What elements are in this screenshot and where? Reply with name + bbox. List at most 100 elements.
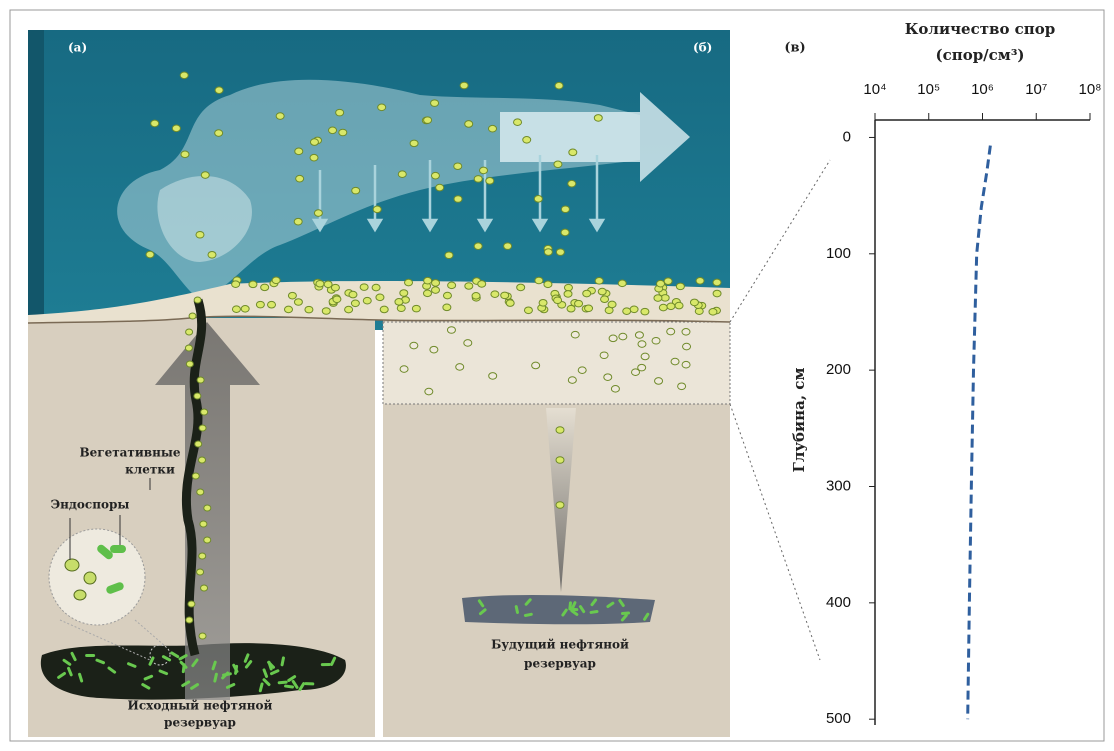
- spore: [180, 72, 188, 79]
- spore: [186, 617, 193, 623]
- spore: [296, 175, 304, 182]
- spore: [664, 278, 672, 285]
- spore: [305, 306, 313, 313]
- y-tick-label: 0: [843, 128, 851, 145]
- spore: [372, 284, 380, 291]
- spore: [316, 280, 324, 287]
- spore: [310, 139, 318, 146]
- spore: [460, 82, 468, 89]
- spore: [690, 299, 698, 306]
- spore: [201, 585, 208, 591]
- zoom-circle: [49, 529, 145, 625]
- spore: [294, 299, 302, 306]
- spore: [339, 129, 347, 136]
- spore: [199, 633, 206, 639]
- spore: [568, 180, 576, 187]
- spore: [667, 328, 675, 335]
- spore: [196, 231, 204, 238]
- spore: [556, 457, 564, 464]
- spore: [197, 569, 204, 575]
- spore: [456, 364, 464, 371]
- spore: [585, 305, 593, 312]
- spore: [431, 172, 439, 179]
- spore: [561, 206, 569, 213]
- spore: [349, 291, 357, 298]
- y-axis-title: Глубина, см: [790, 368, 808, 473]
- spore: [448, 282, 456, 289]
- x-tick-label: 10⁷: [1025, 81, 1047, 98]
- spore: [329, 127, 337, 134]
- spore: [539, 299, 547, 306]
- spore: [395, 299, 403, 306]
- spore: [241, 306, 249, 313]
- cell: [304, 682, 314, 685]
- spore: [336, 109, 344, 116]
- spore: [567, 305, 575, 312]
- spore: [378, 104, 386, 111]
- spore: [489, 125, 497, 132]
- spore: [638, 341, 646, 348]
- spore: [683, 343, 691, 350]
- spore: [376, 294, 384, 301]
- spore: [564, 284, 572, 291]
- spore: [194, 393, 201, 399]
- spore: [630, 306, 638, 313]
- spore: [423, 290, 431, 297]
- spore: [400, 290, 408, 297]
- spore: [204, 505, 211, 511]
- spore: [199, 553, 206, 559]
- spore: [696, 278, 704, 285]
- spore: [432, 280, 440, 287]
- x-axis-title: Количество спор: [905, 20, 1056, 38]
- spore: [186, 329, 193, 335]
- spore: [447, 327, 455, 334]
- spore: [568, 377, 576, 384]
- spore: [465, 121, 473, 128]
- chart: (в) Количество спор (спор/см³) Глубина, …: [784, 20, 1101, 727]
- spore: [709, 309, 717, 316]
- spore: [623, 308, 631, 315]
- spore: [682, 328, 690, 335]
- spore: [208, 251, 216, 258]
- spore: [517, 284, 525, 291]
- spore: [200, 521, 207, 527]
- spore: [608, 301, 616, 308]
- spore: [256, 301, 264, 308]
- spore: [400, 366, 408, 373]
- spore: [197, 489, 204, 495]
- figure: (а) (б) Вегетативные клетки Эндоспоры Ис…: [0, 0, 1114, 751]
- zoom-line: [730, 160, 830, 322]
- spore: [436, 184, 444, 191]
- spore: [474, 176, 482, 183]
- spore: [314, 210, 322, 217]
- spore: [514, 119, 522, 126]
- spore: [654, 295, 662, 302]
- spore: [443, 304, 451, 311]
- spore: [657, 280, 665, 287]
- spore: [333, 296, 341, 303]
- spore: [204, 537, 211, 543]
- spore: [424, 117, 432, 124]
- spore: [397, 305, 405, 312]
- spore: [544, 281, 552, 288]
- spore: [276, 113, 284, 120]
- panel-label: (в): [784, 41, 805, 56]
- panel-label: (а): [68, 41, 87, 55]
- spore: [575, 300, 583, 307]
- spore: [678, 383, 686, 390]
- spore: [188, 601, 195, 607]
- spore: [360, 284, 368, 291]
- spore: [363, 297, 371, 304]
- spore: [424, 277, 432, 284]
- spore: [430, 346, 438, 353]
- spore: [556, 427, 564, 434]
- spore: [682, 361, 690, 368]
- label: Исходный нефтяной: [128, 699, 273, 713]
- label: Вегетативные: [79, 446, 180, 460]
- cell: [85, 654, 95, 657]
- spore: [324, 281, 332, 288]
- spore: [443, 292, 451, 299]
- spore: [249, 281, 257, 288]
- spore: [295, 148, 303, 155]
- spore: [556, 249, 564, 256]
